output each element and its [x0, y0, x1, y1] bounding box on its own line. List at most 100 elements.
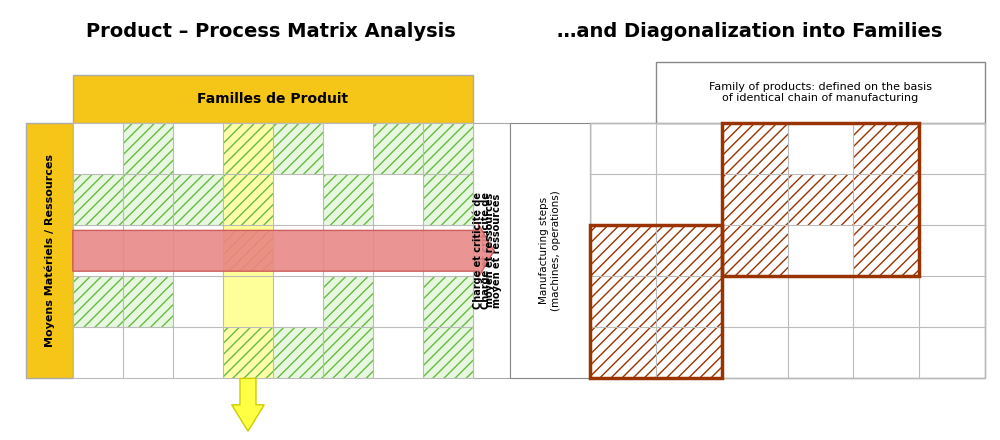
Bar [788, 174, 853, 225]
Bar [223, 123, 273, 174]
Bar [323, 327, 373, 378]
Bar [273, 327, 323, 378]
Bar [223, 225, 273, 276]
Bar [656, 327, 722, 378]
Bar [853, 174, 919, 225]
Bar [423, 123, 473, 174]
Bar [123, 123, 173, 174]
Bar [123, 276, 173, 327]
Bar [273, 327, 323, 378]
Bar [223, 327, 273, 378]
Bar [722, 174, 788, 225]
Bar [722, 225, 788, 276]
Text: Charge et criticité de
moyen et ressources: Charge et criticité de moyen et ressourc… [473, 192, 495, 309]
Bar [590, 276, 656, 327]
Text: Product – Process Matrix Analysis: Product – Process Matrix Analysis [86, 22, 455, 41]
Bar [423, 174, 473, 225]
Bar [123, 174, 173, 225]
Bar [853, 174, 919, 225]
Text: Moyens Matériels / Ressources: Moyens Matériels / Ressources [44, 154, 55, 347]
Bar [656, 225, 722, 276]
Bar [373, 123, 423, 174]
Bar [73, 225, 123, 276]
Bar [173, 276, 223, 327]
Bar [853, 123, 919, 174]
Bar [510, 123, 590, 378]
Bar [373, 225, 423, 276]
Text: Charge et criticité de
moyen et ressources: Charge et criticité de moyen et ressourc… [480, 192, 502, 309]
Bar [590, 276, 656, 327]
Bar [173, 174, 223, 225]
Bar [323, 276, 373, 327]
Bar [423, 276, 473, 327]
Bar [73, 174, 123, 225]
Bar [788, 174, 853, 225]
Bar [590, 327, 656, 378]
Bar [173, 174, 223, 225]
Text: …and Diagonalization into Families: …and Diagonalization into Families [557, 22, 943, 41]
Bar [722, 174, 788, 225]
Bar [656, 276, 722, 327]
Bar [123, 327, 173, 378]
Bar [373, 123, 423, 174]
Bar [273, 174, 323, 225]
Bar [656, 225, 722, 276]
Bar [73, 327, 123, 378]
Bar [373, 276, 423, 327]
Bar [123, 276, 173, 327]
Bar [590, 225, 656, 276]
Bar [423, 174, 473, 225]
Bar [73, 123, 123, 174]
Bar [173, 225, 223, 276]
Bar [722, 225, 788, 276]
Bar [423, 123, 473, 174]
Bar [853, 123, 919, 174]
Bar [26, 123, 73, 378]
Bar [173, 123, 223, 174]
Bar [223, 231, 273, 271]
Bar [423, 327, 473, 378]
Bar [173, 327, 223, 378]
Bar [323, 225, 373, 276]
Text: Family of products: defined on the basis
of identical chain of manufacturing: Family of products: defined on the basis… [709, 81, 932, 103]
Bar [590, 225, 656, 276]
Bar [73, 276, 123, 327]
Text: Familles de Produit: Familles de Produit [197, 92, 349, 106]
Bar [473, 123, 510, 378]
Bar [123, 174, 173, 225]
Polygon shape [73, 224, 494, 277]
Bar [223, 231, 273, 271]
Bar [273, 225, 323, 276]
Bar [590, 327, 656, 378]
Bar [73, 276, 123, 327]
Bar [423, 327, 473, 378]
Bar [722, 123, 919, 276]
Bar [590, 225, 722, 378]
Bar [423, 276, 473, 327]
Bar [853, 225, 919, 276]
Bar [323, 276, 373, 327]
Bar [323, 123, 373, 174]
Bar [73, 174, 123, 225]
Bar [722, 123, 788, 174]
Bar [223, 276, 273, 327]
Bar [590, 123, 985, 378]
Bar [223, 327, 273, 378]
Bar [273, 123, 323, 174]
Bar [722, 123, 788, 174]
Bar [656, 276, 722, 327]
Bar [323, 174, 373, 225]
Bar [73, 75, 473, 123]
Bar [273, 276, 323, 327]
Text: Manufacturing steps
(machines, operations): Manufacturing steps (machines, operation… [539, 191, 561, 311]
Bar [656, 62, 985, 123]
Bar [223, 123, 273, 174]
Bar [373, 174, 423, 225]
Bar [656, 327, 722, 378]
Bar [223, 174, 273, 225]
Bar [373, 327, 423, 378]
Bar [423, 225, 473, 276]
Bar [123, 123, 173, 174]
Polygon shape [232, 378, 264, 431]
Bar [123, 225, 173, 276]
